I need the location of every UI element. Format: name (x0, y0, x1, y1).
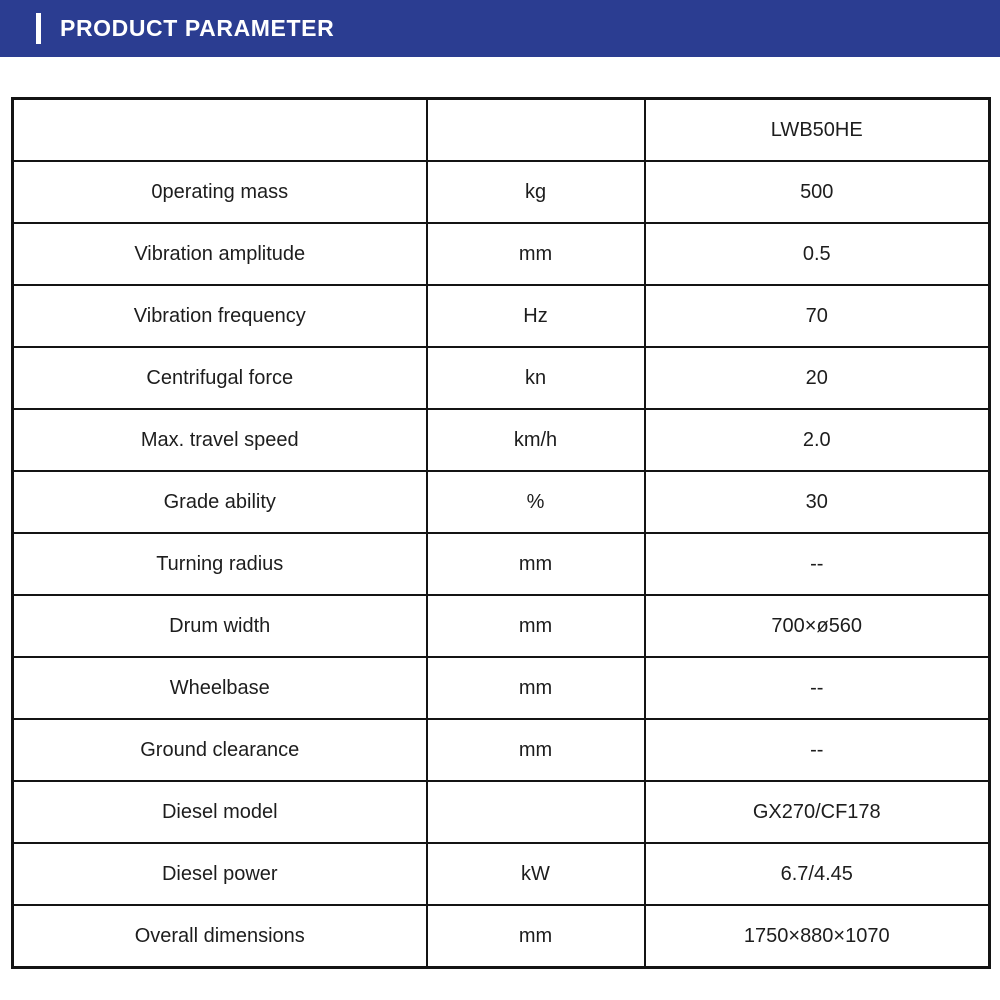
parameter-label-cell: Diesel power (11, 842, 428, 906)
value-cell: 70 (643, 284, 991, 348)
parameter-label-cell: Drum width (11, 594, 428, 658)
table-row: 0perating mass kg 500 (11, 160, 991, 224)
table-row: Max. travel speed km/h 2.0 (11, 408, 991, 472)
table-row: Centrifugal force kn 20 (11, 346, 991, 410)
parameter-label-cell: Grade ability (11, 470, 428, 534)
unit-cell (425, 780, 646, 844)
section-banner: PRODUCT PARAMETER (0, 0, 1000, 57)
parameter-label-cell: Diesel model (11, 780, 428, 844)
table-row: Turning radius mm -- (11, 532, 991, 596)
unit-cell: mm (425, 656, 646, 720)
parameter-label-cell: Ground clearance (11, 718, 428, 782)
value-cell: 700×ø560 (643, 594, 991, 658)
unit-cell: kn (425, 346, 646, 410)
unit-cell: kg (425, 160, 646, 224)
section-title: PRODUCT PARAMETER (60, 15, 335, 41)
parameter-label-cell: Turning radius (11, 532, 428, 596)
value-cell: 2.0 (643, 408, 991, 472)
parameter-label-cell: Vibration amplitude (11, 222, 428, 286)
value-cell: 0.5 (643, 222, 991, 286)
parameter-label-cell: Vibration frequency (11, 284, 428, 348)
unit-cell: % (425, 470, 646, 534)
value-cell: GX270/CF178 (643, 780, 991, 844)
table-row: Wheelbase mm -- (11, 656, 991, 720)
value-cell: 1750×880×1070 (643, 904, 991, 969)
value-cell: 20 (643, 346, 991, 410)
table-row: Grade ability % 30 (11, 470, 991, 534)
product-parameter-table: LWB50HE 0perating mass kg 500 Vibration … (11, 97, 991, 969)
parameter-label-cell: Wheelbase (11, 656, 428, 720)
value-cell: -- (643, 532, 991, 596)
parameter-label-cell: Max. travel speed (11, 408, 428, 472)
unit-cell: mm (425, 594, 646, 658)
value-cell: 500 (643, 160, 991, 224)
unit-cell: kW (425, 842, 646, 906)
unit-cell: km/h (425, 408, 646, 472)
table-row: Diesel model GX270/CF178 (11, 780, 991, 844)
value-cell: -- (643, 656, 991, 720)
table-row: Diesel power kW 6.7/4.45 (11, 842, 991, 906)
parameter-label-cell: Overall dimensions (11, 904, 428, 969)
table-row: Overall dimensions mm 1750×880×1070 (11, 904, 991, 969)
unit-cell: mm (425, 904, 646, 969)
empty-unit-header-cell (425, 97, 646, 162)
empty-parameter-header-cell (11, 97, 428, 162)
value-cell: 30 (643, 470, 991, 534)
value-cell: 6.7/4.45 (643, 842, 991, 906)
table-header-row: LWB50HE (11, 97, 991, 162)
parameter-label-cell: 0perating mass (11, 160, 428, 224)
table-row: Drum width mm 700×ø560 (11, 594, 991, 658)
parameter-label-cell: Centrifugal force (11, 346, 428, 410)
title-accent-bar (36, 13, 41, 44)
table-row: Ground clearance mm -- (11, 718, 991, 782)
table-row: Vibration frequency Hz 70 (11, 284, 991, 348)
value-cell: -- (643, 718, 991, 782)
unit-cell: mm (425, 718, 646, 782)
model-name-header-cell: LWB50HE (643, 97, 991, 162)
unit-cell: mm (425, 532, 646, 596)
unit-cell: mm (425, 222, 646, 286)
unit-cell: Hz (425, 284, 646, 348)
table-row: Vibration amplitude mm 0.5 (11, 222, 991, 286)
